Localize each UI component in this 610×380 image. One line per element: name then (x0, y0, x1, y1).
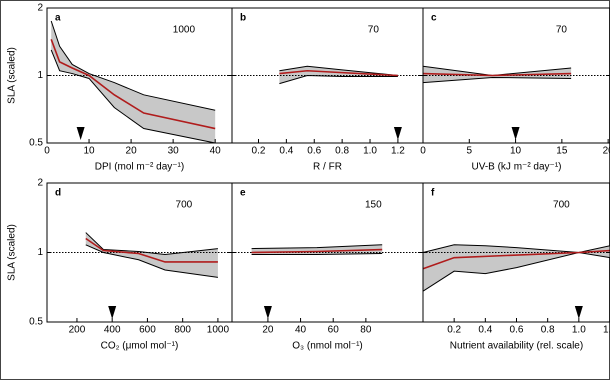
annotation: 700 (553, 200, 570, 211)
reference-marker (511, 127, 520, 140)
panel-label: b (240, 13, 246, 24)
x-axis-label: CO₂ (μmol mol⁻¹) (101, 341, 179, 352)
x-tick-label: 1.0 (363, 146, 377, 157)
y-tick-label: 0.5 (29, 138, 43, 149)
x-tick-label: 800 (174, 325, 191, 336)
band-lower-edge (251, 253, 383, 256)
annotation: 700 (176, 200, 193, 211)
annotation: 150 (365, 200, 382, 211)
x-tick-label: 80 (360, 325, 372, 336)
y-tick-label: 2 (37, 178, 43, 189)
x-tick-label: 1.0 (572, 325, 586, 336)
x-axis-label: O₃ (nmol mol⁻¹) (292, 341, 362, 352)
x-tick-label: 0.8 (541, 325, 555, 336)
x-tick-label: 1.2 (603, 325, 610, 336)
panel-label: e (240, 188, 246, 199)
y-tick-label: 0.5 (29, 317, 43, 328)
panel-label: c (431, 13, 437, 24)
x-tick-label: 0.4 (478, 325, 492, 336)
band-lower-edge (50, 49, 216, 144)
median-line (50, 39, 216, 130)
x-tick-label: 30 (168, 146, 180, 157)
x-tick-label: 15 (556, 146, 568, 157)
x-tick-label: 0.2 (447, 325, 461, 336)
panel-label: f (431, 188, 435, 199)
panel-label: d (55, 188, 61, 199)
y-tick-label: 2 (37, 3, 43, 14)
x-tick-label: 0.8 (335, 146, 349, 157)
x-tick-label: 20 (126, 146, 138, 157)
panel-label: a (55, 13, 61, 24)
y-axis-label: SLA (scaled) (7, 224, 18, 281)
x-tick-label: 60 (328, 325, 340, 336)
annotation: 1000 (173, 25, 196, 36)
band-lower-edge (422, 251, 610, 292)
x-tick-label: 400 (104, 325, 121, 336)
band-fill (423, 66, 572, 83)
band-upper-edge (279, 65, 398, 76)
band-upper-edge (251, 244, 383, 250)
band-lower-edge (422, 76, 572, 84)
reference-marker (393, 127, 402, 140)
x-tick-label: 0 (44, 146, 50, 157)
x-tick-label: 10 (510, 146, 522, 157)
x-tick-label: 20 (603, 146, 610, 157)
x-tick-label: 20 (262, 325, 274, 336)
band-upper-edge (50, 20, 216, 111)
median-line (422, 249, 610, 270)
y-tick-label: 1 (37, 247, 43, 258)
x-tick-label: 0.6 (510, 325, 524, 336)
median-line (85, 237, 218, 263)
x-tick-label: 40 (210, 146, 222, 157)
annotation: 70 (556, 25, 568, 36)
x-tick-label: 200 (69, 325, 86, 336)
reference-marker (108, 306, 117, 319)
x-tick-label: 0 (420, 146, 426, 157)
annotation: 70 (368, 25, 380, 36)
reference-marker (76, 127, 85, 140)
reference-marker (263, 306, 272, 319)
median-line (251, 248, 383, 254)
median-line (279, 69, 398, 77)
x-tick-label: 40 (295, 325, 307, 336)
band-fill (85, 232, 218, 278)
y-tick-label: 1 (37, 70, 43, 81)
x-tick-label: 10 (83, 146, 95, 157)
x-tick-label: 0.2 (252, 146, 266, 157)
x-tick-label: 0.6 (307, 146, 321, 157)
band-fill (51, 21, 216, 144)
x-tick-label: 600 (139, 325, 156, 336)
x-axis-label: Nutrient availability (rel. scale) (450, 341, 583, 352)
x-tick-label: 1.2 (391, 146, 405, 157)
reference-marker (574, 306, 583, 319)
y-axis-label: SLA (scaled) (7, 47, 18, 104)
band-lower-edge (85, 244, 218, 278)
median-line (422, 72, 572, 77)
band-lower-edge (279, 74, 398, 85)
x-axis-label: R / FR (313, 162, 342, 173)
x-axis-label: DPI (mol m⁻² day⁻¹) (95, 162, 184, 173)
x-tick-label: 1000 (207, 325, 230, 336)
x-tick-label: 5 (467, 146, 473, 157)
x-axis-label: UV-B (kJ m⁻² day⁻¹) (471, 162, 561, 173)
x-tick-label: 0.4 (279, 146, 293, 157)
